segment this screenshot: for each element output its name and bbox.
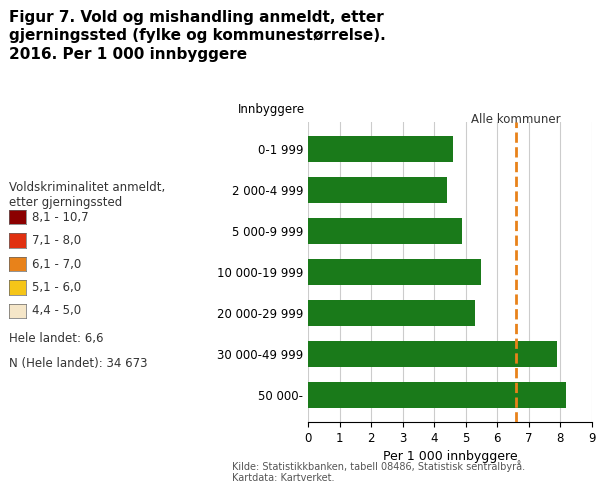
Text: N (Hele landet): 34 673: N (Hele landet): 34 673 (9, 357, 148, 370)
Bar (308, 300, 475, 326)
Text: 4,4 - 5,0: 4,4 - 5,0 (32, 305, 82, 317)
Text: 8,1 - 10,7: 8,1 - 10,7 (32, 211, 89, 224)
Text: 5,1 - 6,0: 5,1 - 6,0 (32, 281, 82, 294)
Bar (308, 341, 557, 367)
Text: Figur 7. Vold og mishandling anmeldt, etter
gjerningssted (fylke og kommunestørr: Figur 7. Vold og mishandling anmeldt, et… (9, 10, 386, 62)
Bar (308, 136, 453, 163)
Bar (308, 382, 567, 408)
X-axis label: Per 1 000 innbyggere: Per 1 000 innbyggere (382, 450, 517, 464)
Text: Voldskriminalitet anmeldt,
etter gjerningssted: Voldskriminalitet anmeldt, etter gjernin… (9, 181, 165, 208)
Bar (308, 218, 462, 244)
Text: Hele landet: 6,6: Hele landet: 6,6 (9, 332, 104, 345)
Text: Alle kommuner: Alle kommuner (472, 113, 561, 126)
Text: 6,1 - 7,0: 6,1 - 7,0 (32, 258, 82, 270)
Bar (308, 177, 447, 203)
Text: 7,1 - 8,0: 7,1 - 8,0 (32, 234, 82, 247)
Bar (308, 259, 481, 285)
Text: Innbyggere: Innbyggere (238, 103, 305, 116)
Text: Kilde: Statistikkbanken, tabell 08486, Statistisk sentralbyrå.
Kartdata: Kartver: Kilde: Statistikkbanken, tabell 08486, S… (232, 460, 525, 483)
